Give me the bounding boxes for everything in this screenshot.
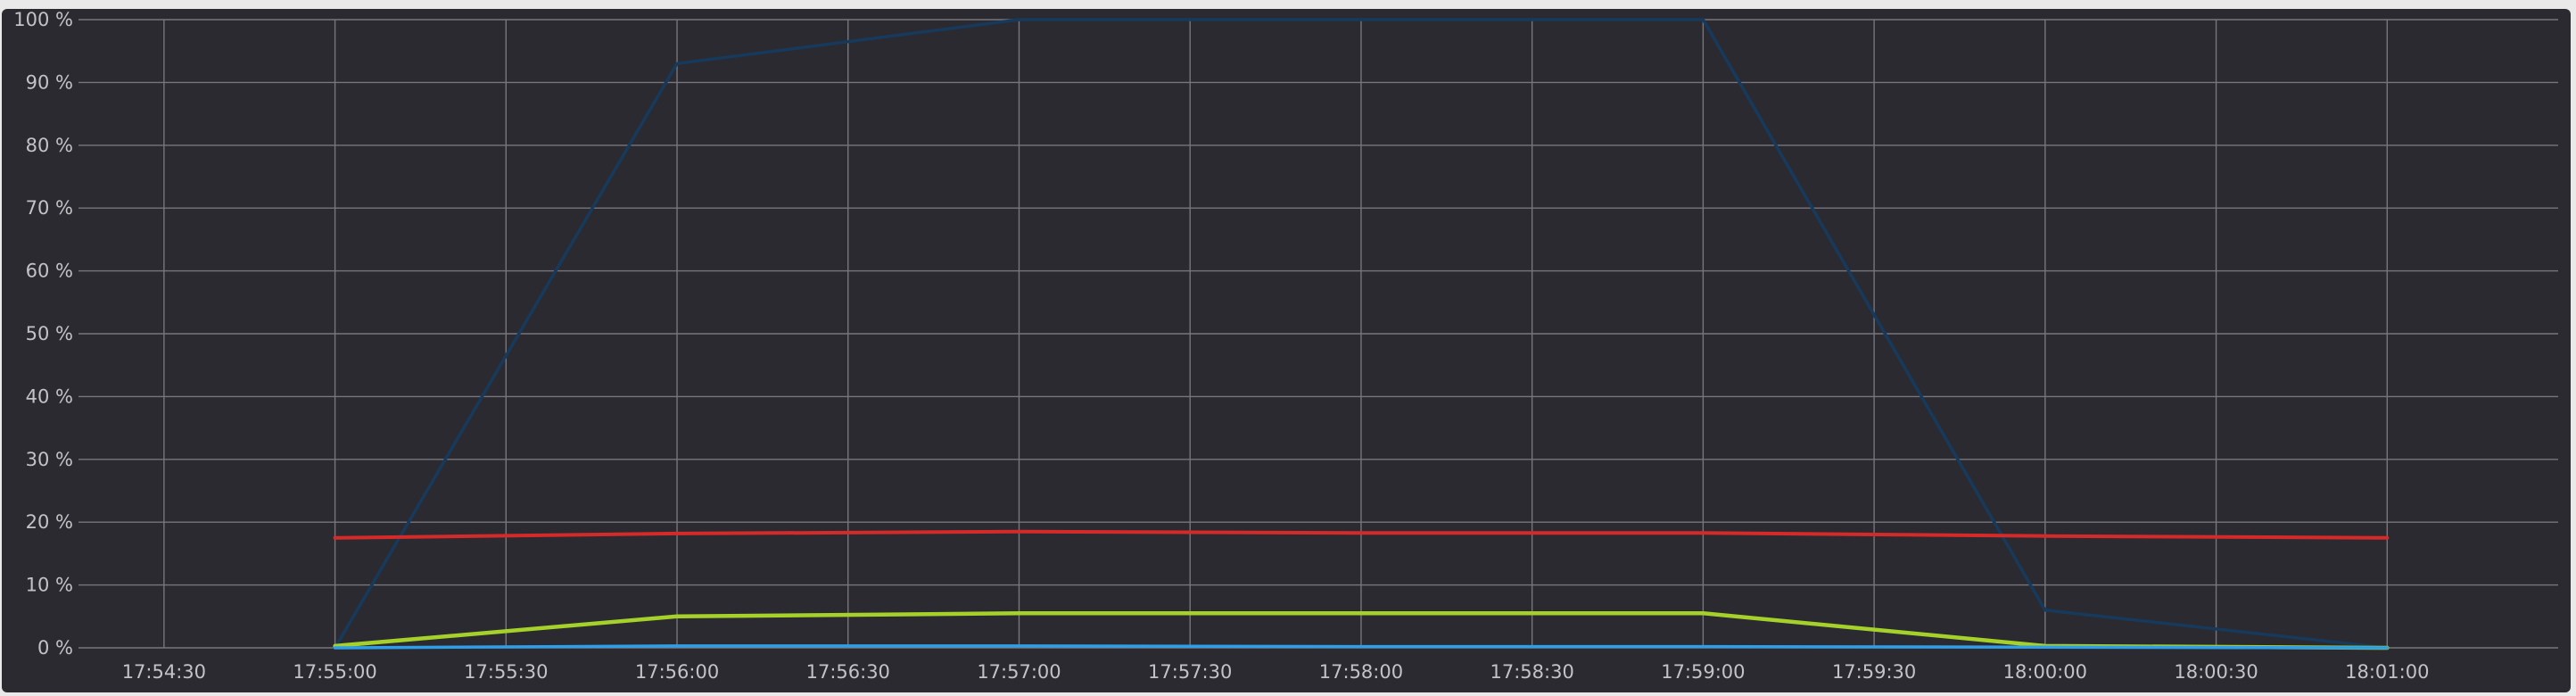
y-tick-label: 30 %: [26, 449, 73, 470]
line-chart: 0 % 10 % 20 % 30 % 40 % 50 % 60 % 70 % 80 % 90 % 1…: [13, 9, 2558, 683]
y-tick-label: 60 %: [26, 261, 73, 282]
y-tick-label: 10 %: [26, 575, 73, 596]
y-axis-tick-labels: 0 % 10 % 20 % 30 % 40 % 50 % 60 % 70 % 80 % 90 % 1…: [13, 9, 73, 659]
x-tick-label: 17:59:00: [1661, 661, 1745, 683]
chart-panel: 0 % 10 % 20 % 30 % 40 % 50 % 60 % 70 % 80 % 90 % 1…: [2, 9, 2571, 692]
y-tick-label: 70 %: [26, 197, 73, 219]
x-tick-label: 17:56:00: [635, 661, 719, 683]
y-tick-label: 90 %: [26, 71, 73, 93]
y-tick-label: 50 %: [26, 323, 73, 344]
x-tick-label: 17:56:30: [806, 661, 890, 683]
x-tick-label: 17:58:30: [1490, 661, 1573, 683]
x-tick-label: 18:01:00: [2345, 661, 2429, 683]
x-tick-label: 17:58:00: [1319, 661, 1403, 683]
x-tick-label: 18:00:00: [2003, 661, 2087, 683]
x-tick-label: 17:59:30: [1832, 661, 1916, 683]
series-line-4: [333, 644, 2390, 650]
x-tick-label: 17:55:30: [464, 661, 548, 683]
x-tick-label: 17:54:30: [122, 661, 206, 683]
y-gridlines: [78, 19, 2558, 649]
x-gridlines: [163, 20, 2388, 648]
series-line-1: [333, 18, 2390, 650]
y-tick-label: 20 %: [26, 511, 73, 533]
x-tick-label: 17:55:00: [293, 661, 376, 683]
series-line-2: [333, 529, 2390, 540]
y-tick-label: 40 %: [26, 385, 73, 407]
x-tick-label: 17:57:30: [1148, 661, 1232, 683]
x-axis-tick-labels: 17:54:30 17:55:00 17:55:30 17:56:00 17:56:30…: [122, 661, 2430, 683]
y-tick-label: 100 %: [13, 9, 73, 30]
y-tick-label: 0 %: [37, 637, 73, 659]
x-tick-label: 18:00:30: [2174, 661, 2258, 683]
y-tick-label: 80 %: [26, 135, 73, 156]
series-lines: [333, 18, 2390, 650]
x-tick-label: 17:57:00: [977, 661, 1061, 683]
